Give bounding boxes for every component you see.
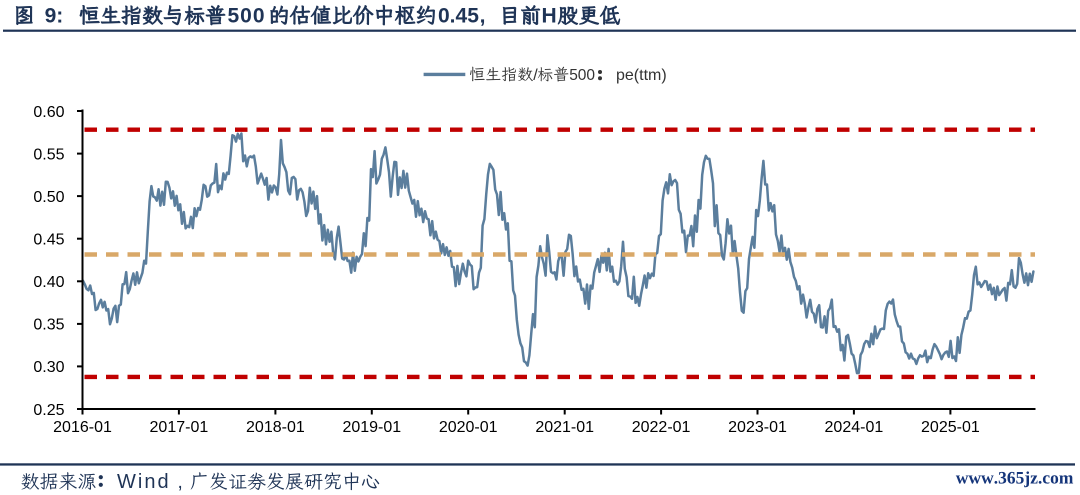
svg-text:2020-01: 2020-01 xyxy=(439,419,498,436)
svg-text:500: 500 xyxy=(228,5,266,28)
svg-text:2017-01: 2017-01 xyxy=(150,419,209,436)
svg-text:,: , xyxy=(178,472,183,493)
svg-text:,: , xyxy=(480,5,486,28)
svg-text:0.25: 0.25 xyxy=(33,402,64,419)
svg-text:2022-01: 2022-01 xyxy=(632,419,691,436)
svg-text:500: 500 xyxy=(569,67,595,84)
svg-text:0.55: 0.55 xyxy=(33,146,64,163)
svg-text:2023-01: 2023-01 xyxy=(728,419,787,436)
svg-text:0.35: 0.35 xyxy=(33,317,64,334)
svg-text:H: H xyxy=(542,5,557,28)
svg-text:9:: 9: xyxy=(45,5,64,28)
svg-text:0.30: 0.30 xyxy=(33,359,64,376)
svg-text:2016-01: 2016-01 xyxy=(53,419,112,436)
svg-text:0.45: 0.45 xyxy=(33,232,64,249)
svg-text:pe(ttm): pe(ttm) xyxy=(616,67,667,84)
svg-text:2019-01: 2019-01 xyxy=(342,419,401,436)
svg-text:Wind: Wind xyxy=(117,471,171,493)
svg-text:0.40: 0.40 xyxy=(33,274,64,291)
svg-text:0.45: 0.45 xyxy=(438,5,479,28)
svg-text:/: / xyxy=(533,67,538,84)
svg-text:0.50: 0.50 xyxy=(33,189,64,206)
svg-text:2024-01: 2024-01 xyxy=(825,419,884,436)
svg-text:2018-01: 2018-01 xyxy=(246,419,305,436)
svg-text:0.60: 0.60 xyxy=(33,104,64,121)
svg-text:2021-01: 2021-01 xyxy=(535,419,594,436)
svg-text:2025-01: 2025-01 xyxy=(921,419,980,436)
